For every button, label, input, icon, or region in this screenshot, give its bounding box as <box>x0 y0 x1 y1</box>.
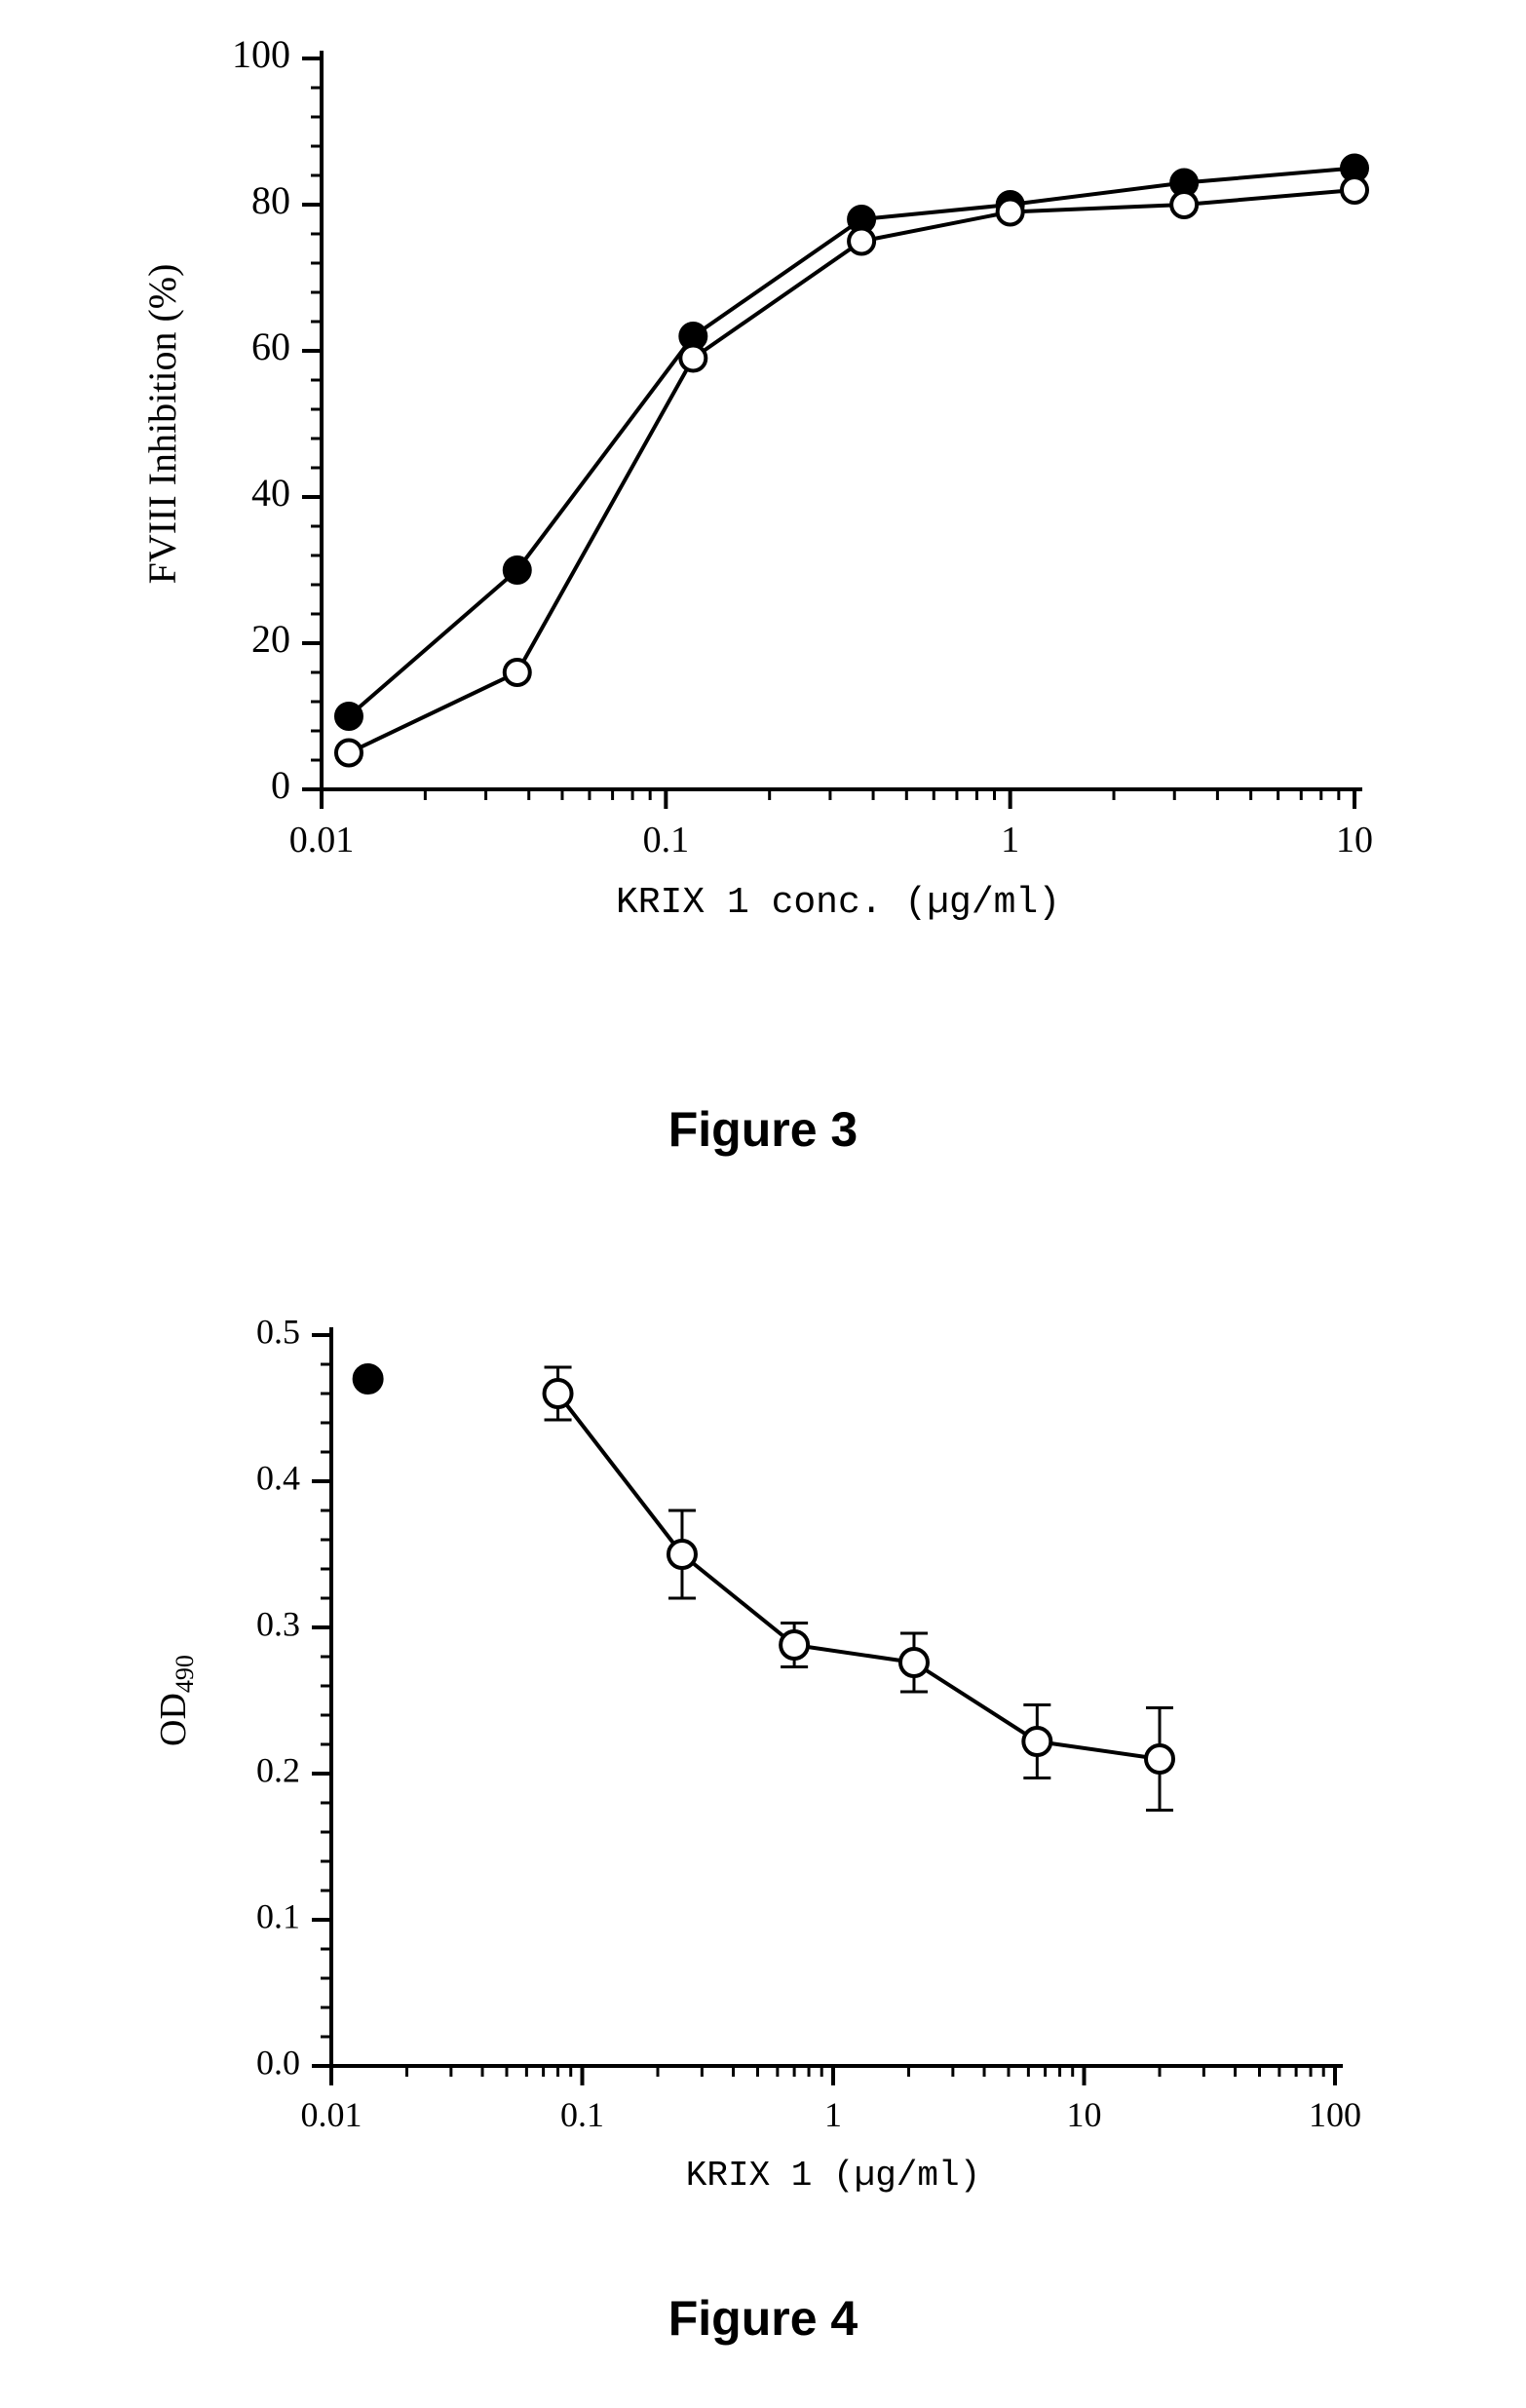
svg-text:100: 100 <box>232 32 290 76</box>
svg-text:FVIII Inhibition (%): FVIII Inhibition (%) <box>140 264 184 585</box>
svg-text:0.1: 0.1 <box>560 2095 604 2134</box>
svg-text:0.5: 0.5 <box>256 1312 300 1351</box>
svg-text:60: 60 <box>251 325 290 368</box>
svg-text:1: 1 <box>824 2095 842 2134</box>
figure-4-chart: 0.0 0.1 0.2 0.3 0.4 0.5 0.01 0.1 1 10 100 KRIX 1 (µ… <box>78 1286 1442 2261</box>
svg-text:KRIX 1 conc. (µg/ml): KRIX 1 conc. (µg/ml) <box>616 882 1060 924</box>
svg-text:0: 0 <box>271 763 290 807</box>
svg-text:0.01: 0.01 <box>289 820 355 860</box>
svg-text:OD490: OD490 <box>153 1655 199 1746</box>
svg-text:10: 10 <box>1336 820 1373 860</box>
svg-text:40: 40 <box>251 471 290 515</box>
svg-text:0.2: 0.2 <box>256 1750 300 1789</box>
svg-text:0.1: 0.1 <box>256 1896 300 1935</box>
figure-4-caption: Figure 4 <box>0 2290 1526 2347</box>
svg-text:20: 20 <box>251 617 290 661</box>
svg-text:0.01: 0.01 <box>301 2095 362 2134</box>
svg-text:KRIX 1 (µg/ml): KRIX 1 (µg/ml) <box>686 2156 980 2196</box>
page: 0204060801000.010.1110KRIX 1 conc. (µg/m… <box>0 0 1526 2408</box>
svg-text:1: 1 <box>1001 820 1019 860</box>
figure-3-chart: 0 20 40 60 80 100 0.01 0.1 1 10 KRIX 1 conc. (µg/m… <box>97 19 1423 994</box>
svg-text:0.1: 0.1 <box>643 820 690 860</box>
svg-text:0.0: 0.0 <box>256 2043 300 2082</box>
svg-text:100: 100 <box>1309 2095 1361 2134</box>
svg-text:0.3: 0.3 <box>256 1604 300 1643</box>
svg-text:10: 10 <box>1067 2095 1102 2134</box>
svg-text:80: 80 <box>251 178 290 222</box>
figure-3-caption: Figure 3 <box>0 1101 1526 1158</box>
svg-text:0.4: 0.4 <box>256 1458 300 1497</box>
